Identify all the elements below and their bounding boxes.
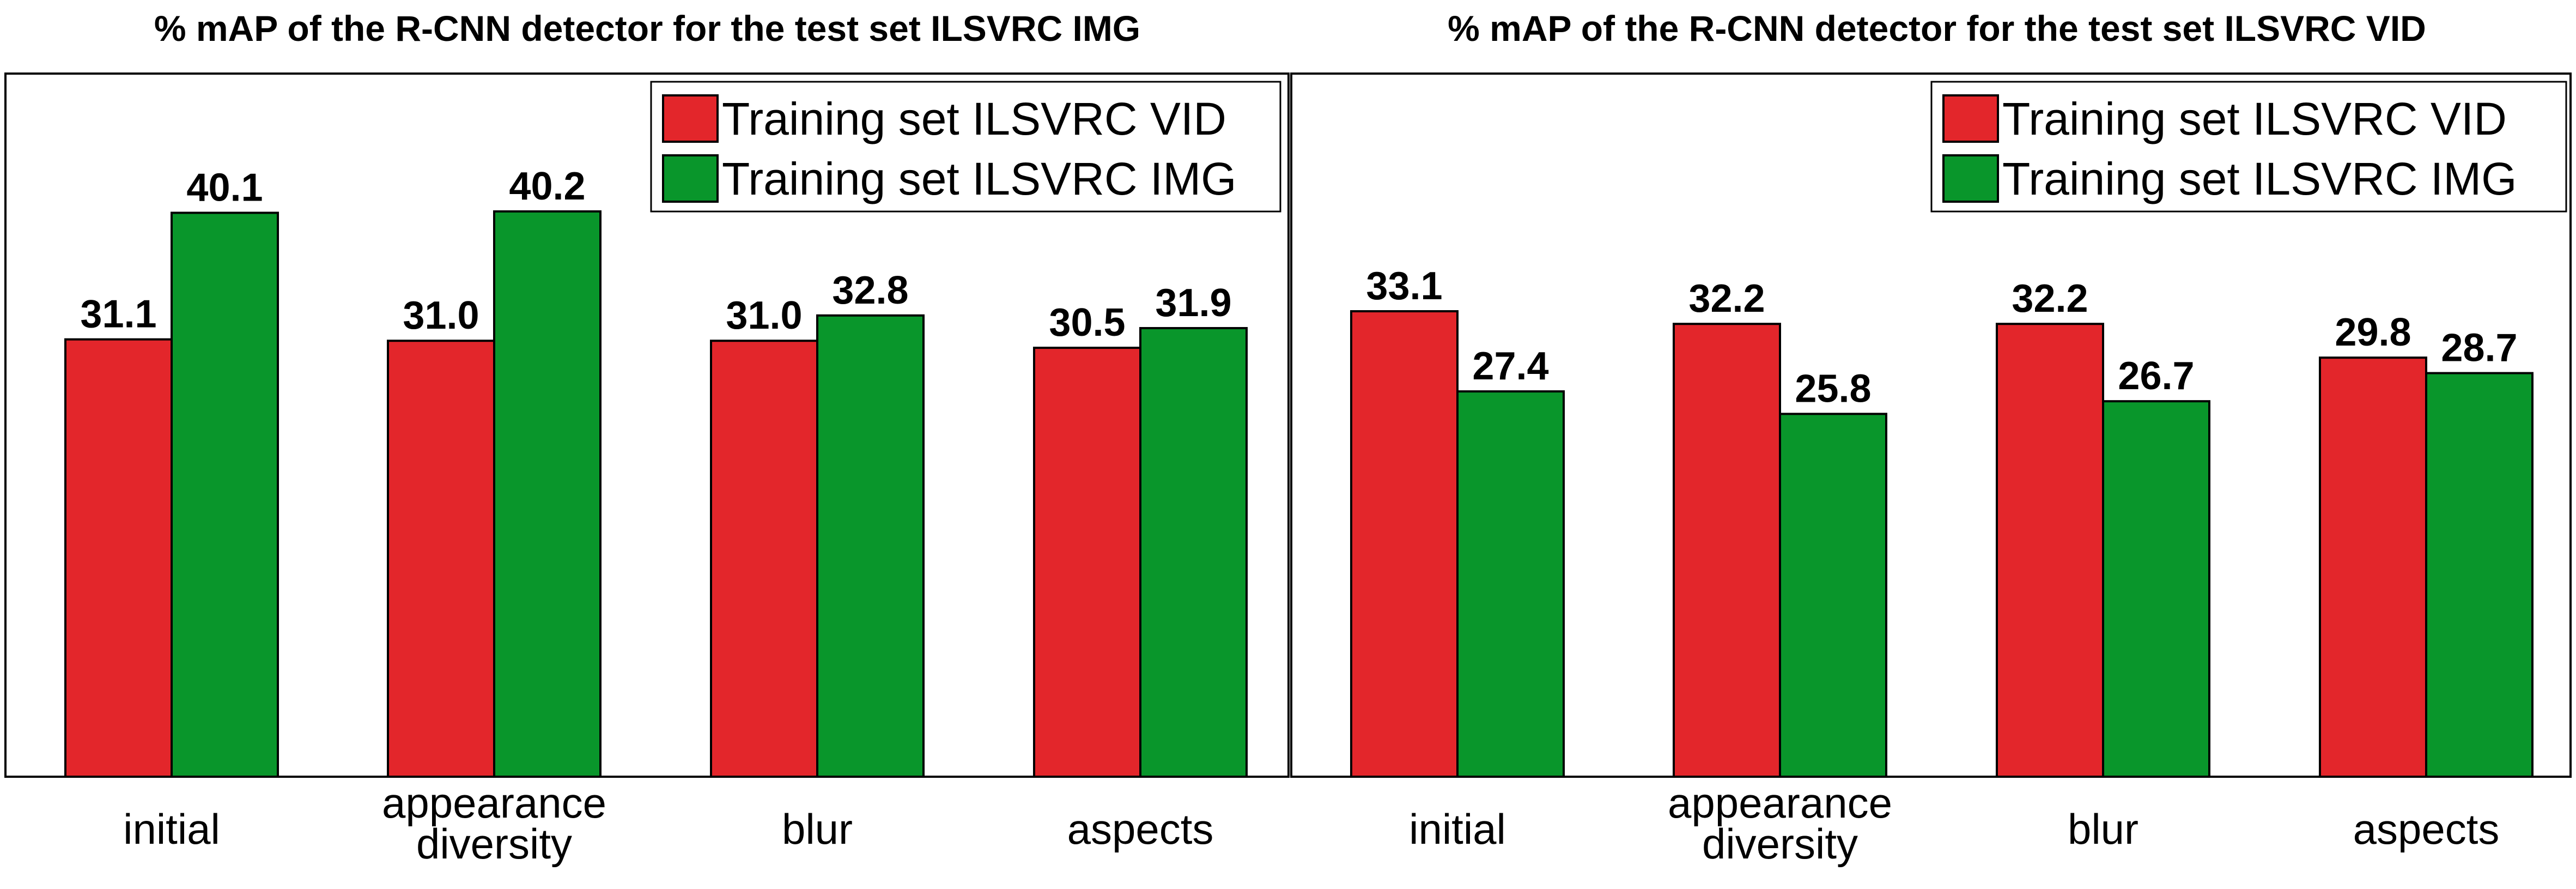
legend-swatch-vid: [1942, 94, 1999, 143]
data-label: 26.7: [2118, 354, 2194, 398]
x-tick-label: appearance: [382, 779, 606, 827]
x-tick-label: aspects: [2353, 805, 2500, 853]
data-label: 40.2: [509, 165, 585, 208]
bar-vid-3: [1996, 323, 2104, 778]
data-label: 29.8: [2335, 311, 2411, 354]
legend-entry: Training set ILSVRC VID: [722, 93, 1226, 144]
bar-img-4: [1139, 326, 1248, 778]
bar-img-2: [1779, 413, 1887, 778]
chart-title: % mAP of the R-CNN detector for the test…: [1448, 8, 2426, 49]
x-tick-label: aspects: [1067, 805, 1214, 853]
legend-entry: Training set ILSVRC VID: [2002, 93, 2507, 144]
x-tick-label: initial: [123, 805, 220, 853]
data-label: 32.2: [2012, 277, 2088, 320]
bar-img-1: [1456, 390, 1565, 778]
legend: Training set ILSVRC VID Training set ILSV…: [1930, 81, 2567, 213]
bar-img-4: [2425, 372, 2534, 778]
bar-vid-2: [1673, 323, 1781, 778]
data-label: 28.7: [2441, 326, 2517, 370]
data-label: 30.5: [1049, 301, 1125, 344]
data-label: 25.8: [1795, 367, 1871, 410]
bar-vid-1: [1350, 310, 1459, 778]
bar-img-3: [2102, 400, 2210, 778]
legend-swatch-img: [662, 154, 719, 203]
plot-frame: [1290, 72, 2572, 778]
legend-entry: Training set ILSVRC IMG: [722, 153, 1237, 204]
x-tick-label: diversity: [1702, 820, 1858, 868]
data-label: 27.4: [1472, 344, 1548, 388]
chart-title: % mAP of the R-CNN detector for the test…: [154, 8, 1140, 49]
bar-vid-4: [2319, 356, 2427, 778]
legend: Training set ILSVRC VID Training set ILSV…: [650, 81, 1281, 213]
bar-img-3: [816, 314, 925, 778]
data-label: 31.9: [1155, 281, 1231, 325]
x-tick-label: initial: [1409, 805, 1506, 853]
x-tick-label: blur: [782, 805, 853, 853]
chart-panel-2: % mAP of the R-CNN detector for the test…: [1290, 8, 2572, 868]
legend-box: [650, 81, 1281, 213]
x-tick-label: diversity: [416, 820, 572, 868]
legend-box: [1930, 81, 2567, 213]
plot-frame: [4, 72, 1290, 778]
legend-swatch-img: [1942, 154, 1999, 203]
bar-vid-1: [64, 338, 173, 778]
data-label: 32.2: [1688, 277, 1765, 320]
bar-img-2: [493, 210, 602, 778]
legend-swatch-vid: [662, 94, 719, 143]
data-label: 40.1: [186, 166, 263, 209]
data-label: 31.0: [726, 294, 802, 337]
x-tick-label: appearance: [1668, 779, 1892, 827]
bar-img-1: [171, 211, 279, 778]
bar-vid-3: [710, 340, 818, 778]
data-label: 33.1: [1366, 264, 1442, 308]
data-label: 31.1: [80, 293, 156, 336]
x-tick-label: blur: [2068, 805, 2138, 853]
data-label: 31.0: [403, 294, 479, 337]
chart-panel-1: % mAP of the R-CNN detector for the test…: [4, 8, 1290, 868]
legend-entry: Training set ILSVRC IMG: [2002, 153, 2517, 204]
data-label: 32.8: [832, 269, 908, 312]
bar-vid-4: [1033, 347, 1141, 778]
bar-vid-2: [387, 340, 495, 778]
